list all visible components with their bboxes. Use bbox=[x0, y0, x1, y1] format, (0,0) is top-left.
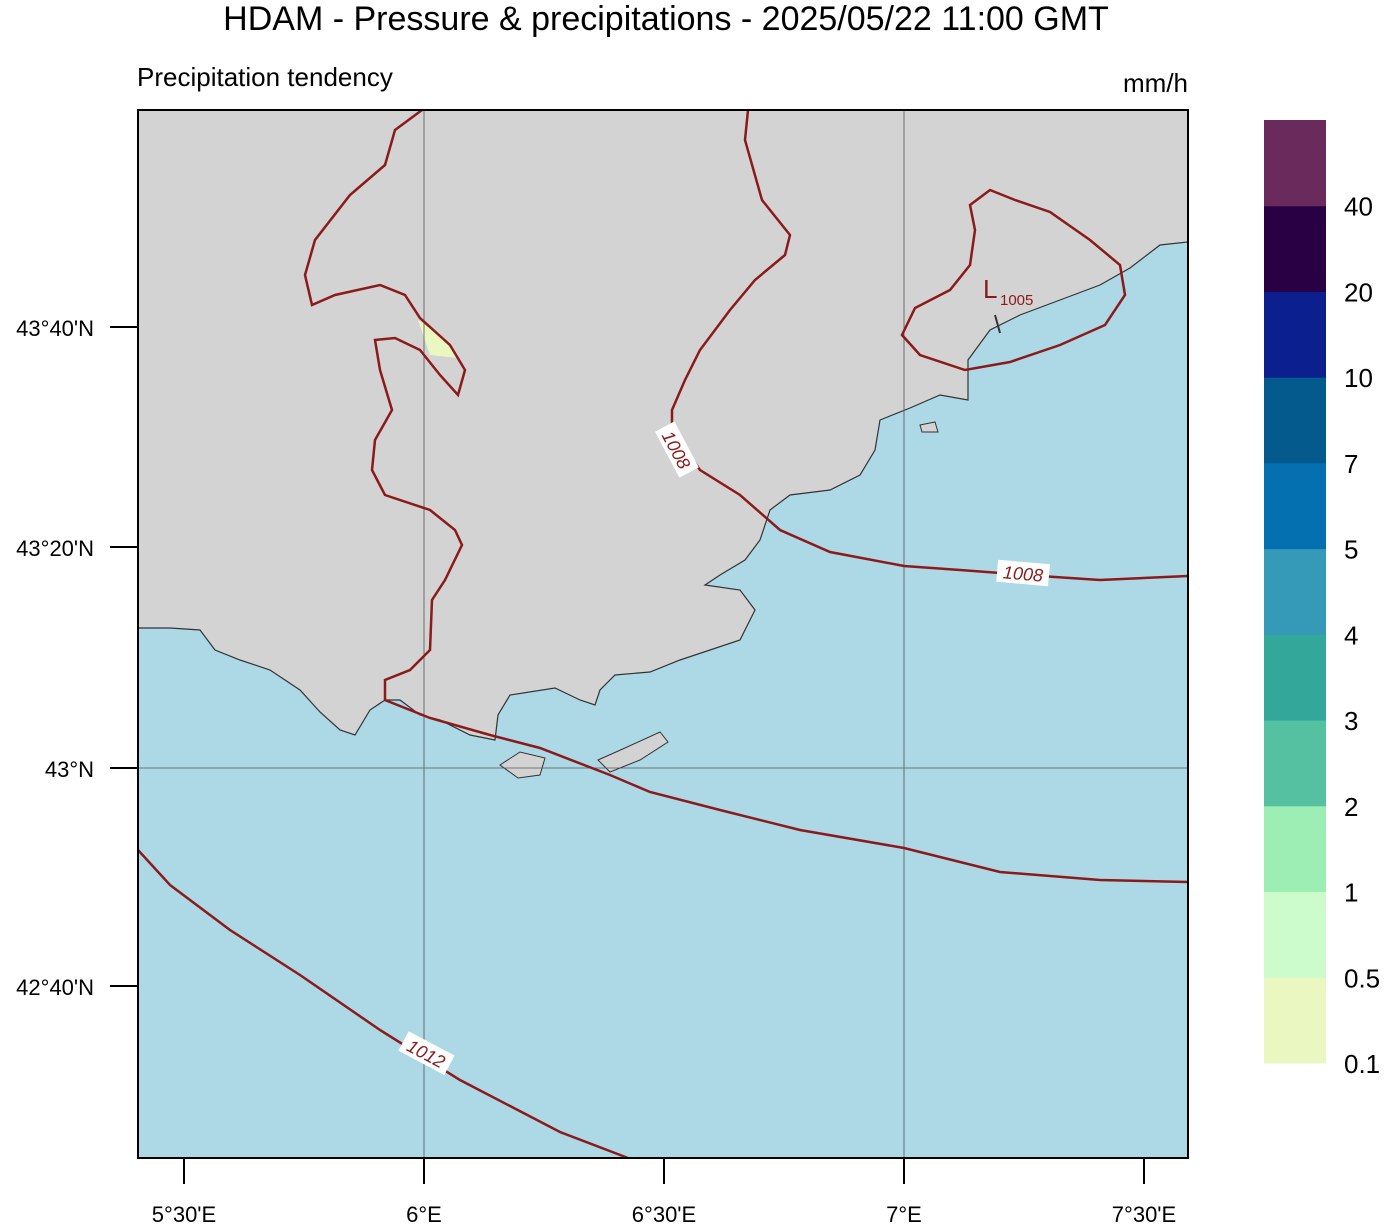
lat-label: 43°20'N bbox=[16, 536, 94, 561]
low-value: 1005 bbox=[1000, 292, 1033, 309]
isobars bbox=[137, 108, 1189, 1160]
colorbar-cell bbox=[1264, 634, 1326, 721]
colorbar-cell bbox=[1264, 205, 1326, 292]
colorbar-cell bbox=[1264, 377, 1326, 464]
lon-label: 7°E bbox=[886, 1202, 922, 1225]
colorbar-cell bbox=[1264, 291, 1326, 378]
colorbar-label: 4 bbox=[1344, 620, 1358, 650]
label-bg bbox=[654, 421, 699, 478]
colorbar-label: 5 bbox=[1344, 535, 1358, 565]
lat-label: 43°40'N bbox=[16, 316, 94, 341]
lon-label: 6°30'E bbox=[632, 1202, 696, 1225]
colorbar-label: 0.1 bbox=[1344, 1049, 1380, 1079]
unit: mm/h bbox=[1123, 68, 1188, 98]
title: HDAM - Pressure & precipitations - 2025/… bbox=[223, 0, 1109, 38]
lat-label: 42°40'N bbox=[16, 975, 94, 1000]
colorbar-cell bbox=[1264, 120, 1326, 207]
low-letter: L bbox=[983, 274, 997, 304]
lon-label: 5°30'E bbox=[152, 1202, 216, 1225]
colorbar-label: 40 bbox=[1344, 192, 1373, 222]
colorbar-cell bbox=[1264, 720, 1326, 807]
colorbar-cell bbox=[1264, 548, 1326, 635]
colorbar-label: 1 bbox=[1344, 878, 1358, 908]
colorbar-label: 0.5 bbox=[1344, 963, 1380, 993]
colorbar-label: 20 bbox=[1344, 277, 1373, 307]
lat-label: 43°N bbox=[45, 757, 94, 782]
colorbar-cell bbox=[1264, 891, 1326, 978]
colorbar-cell bbox=[1264, 977, 1326, 1064]
lon-label: 7°30'E bbox=[1112, 1202, 1176, 1225]
isobar-label: 1008 bbox=[996, 559, 1050, 587]
colorbar-cell bbox=[1264, 805, 1326, 893]
colorbar-label: 3 bbox=[1344, 706, 1358, 736]
label-bg bbox=[996, 559, 1050, 587]
lon-label: 6°E bbox=[406, 1202, 442, 1225]
colorbar-label: 7 bbox=[1344, 449, 1358, 479]
precip-patch bbox=[418, 320, 458, 358]
isobar-value: 1008 bbox=[1002, 562, 1044, 585]
label-bg bbox=[398, 1031, 455, 1076]
colorbar-label: 2 bbox=[1344, 792, 1358, 822]
grid bbox=[138, 110, 1188, 1158]
subtitle: Precipitation tendency bbox=[137, 62, 393, 92]
colorbar-cell bbox=[1264, 462, 1326, 550]
low-marker bbox=[994, 314, 1001, 334]
land bbox=[137, 109, 1189, 741]
islands bbox=[499, 421, 939, 779]
colorbar-label: 10 bbox=[1344, 363, 1373, 393]
